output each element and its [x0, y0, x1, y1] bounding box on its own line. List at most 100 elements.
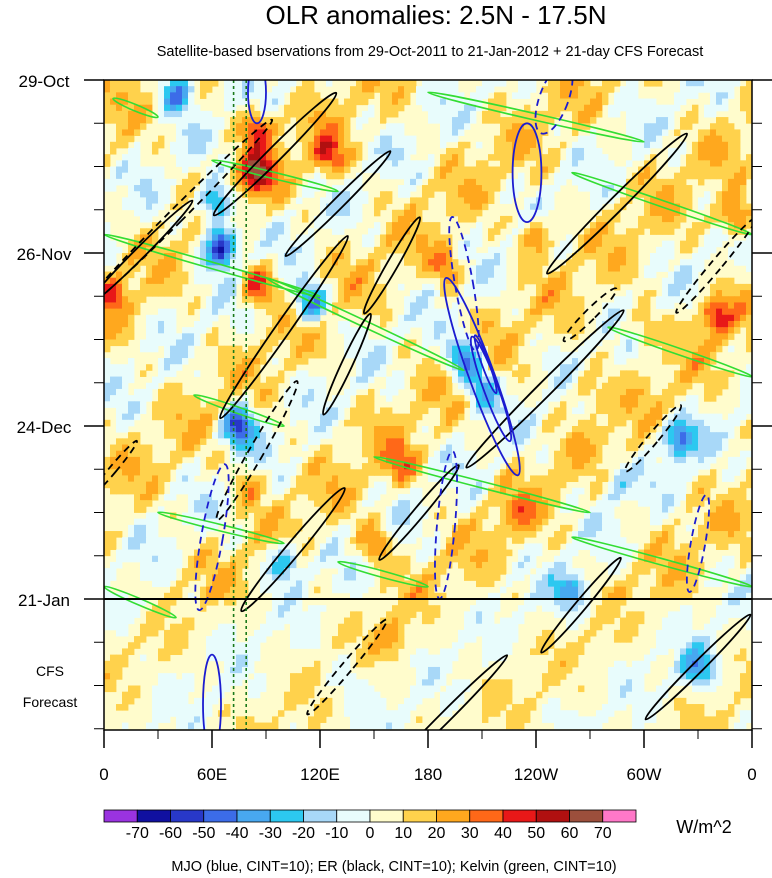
anomaly-cell	[626, 302, 633, 310]
anomaly-cell	[464, 209, 471, 217]
anomaly-cell	[698, 493, 705, 501]
anomaly-cell	[140, 456, 147, 464]
anomaly-cell	[356, 487, 363, 495]
anomaly-cell	[566, 271, 573, 279]
anomaly-cell	[566, 259, 573, 266]
anomaly-cell	[428, 388, 435, 396]
anomaly-cell	[230, 302, 237, 310]
anomaly-cell	[734, 147, 741, 155]
anomaly-cell	[620, 463, 627, 470]
anomaly-cell	[380, 302, 387, 310]
anomaly-cell	[728, 154, 735, 161]
anomaly-cell	[572, 80, 579, 87]
anomaly-cell	[248, 413, 255, 421]
anomaly-cell	[632, 234, 639, 242]
anomaly-cell	[608, 259, 615, 266]
anomaly-cell	[230, 364, 237, 371]
anomaly-cell	[236, 271, 243, 279]
anomaly-cell	[620, 370, 627, 377]
anomaly-cell	[140, 401, 147, 408]
anomaly-cell	[224, 358, 231, 365]
anomaly-cell	[128, 364, 135, 371]
anomaly-cell	[188, 413, 195, 421]
anomaly-cell	[482, 487, 489, 495]
anomaly-cell	[662, 240, 669, 248]
anomaly-cell	[254, 376, 261, 384]
anomaly-cell	[200, 86, 207, 93]
anomaly-cell	[584, 253, 591, 260]
anomaly-cell	[668, 209, 675, 217]
anomaly-cell	[242, 426, 249, 433]
anomaly-cell	[386, 469, 393, 476]
anomaly-cell	[494, 413, 501, 421]
anomaly-cell	[380, 463, 387, 470]
anomaly-cell	[518, 413, 525, 421]
anomaly-cell	[134, 401, 141, 408]
anomaly-cell	[530, 339, 537, 347]
anomaly-cell	[362, 463, 369, 470]
anomaly-cell	[170, 339, 177, 347]
anomaly-cell	[380, 129, 387, 137]
anomaly-cell	[446, 259, 453, 266]
anomaly-cell	[398, 370, 405, 377]
anomaly-cell	[290, 104, 297, 112]
anomaly-cell	[110, 444, 117, 452]
anomaly-cell	[506, 154, 513, 161]
anomaly-cell	[590, 413, 597, 421]
anomaly-cell	[284, 228, 291, 235]
anomaly-cell	[188, 463, 195, 470]
anomaly-cell	[614, 80, 621, 87]
anomaly-cell	[428, 154, 435, 161]
anomaly-cell	[668, 296, 675, 303]
anomaly-cell	[362, 364, 369, 371]
anomaly-cell	[158, 339, 165, 347]
anomaly-cell	[128, 444, 135, 452]
anomaly-cell	[188, 147, 195, 155]
anomaly-cell	[152, 209, 159, 217]
anomaly-cell	[650, 413, 657, 421]
anomaly-cell	[428, 370, 435, 377]
anomaly-cell	[620, 481, 627, 489]
anomaly-cell	[404, 147, 411, 155]
anomaly-cell	[494, 364, 501, 371]
anomaly-cell	[710, 80, 717, 87]
anomaly-cell	[632, 493, 639, 501]
anomaly-cell	[314, 432, 321, 439]
anomaly-cell	[650, 339, 657, 347]
anomaly-cell	[248, 314, 255, 322]
anomaly-cell	[302, 154, 309, 161]
anomaly-cell	[194, 487, 201, 495]
anomaly-cell	[722, 475, 729, 483]
anomaly-cell	[668, 327, 675, 334]
anomaly-cell	[470, 98, 477, 106]
anomaly-cell	[272, 215, 279, 223]
anomaly-cell	[332, 117, 339, 124]
anomaly-cell	[122, 80, 129, 87]
anomaly-cell	[716, 296, 723, 303]
anomaly-cell	[278, 253, 285, 260]
anomaly-cell	[404, 86, 411, 93]
anomaly-cell	[590, 438, 597, 445]
anomaly-cell	[698, 129, 705, 137]
anomaly-cell	[254, 450, 261, 458]
anomaly-cell	[248, 86, 255, 93]
anomaly-cell	[494, 456, 501, 464]
anomaly-cell	[644, 141, 651, 149]
anomaly-cell	[122, 277, 129, 285]
anomaly-cell	[314, 147, 321, 155]
anomaly-cell	[170, 432, 177, 439]
anomaly-cell	[740, 376, 747, 384]
anomaly-cell	[452, 444, 459, 452]
anomaly-cell	[392, 104, 399, 112]
anomaly-cell	[524, 240, 531, 248]
anomaly-cell	[404, 191, 411, 198]
anomaly-cell	[224, 160, 231, 167]
anomaly-cell	[560, 80, 567, 87]
anomaly-cell	[356, 351, 363, 359]
anomaly-cell	[614, 395, 621, 402]
anomaly-cell	[158, 265, 165, 272]
anomaly-cell	[104, 271, 111, 279]
anomaly-cell	[518, 92, 525, 99]
anomaly-cell	[566, 463, 573, 470]
anomaly-cell	[548, 80, 555, 87]
